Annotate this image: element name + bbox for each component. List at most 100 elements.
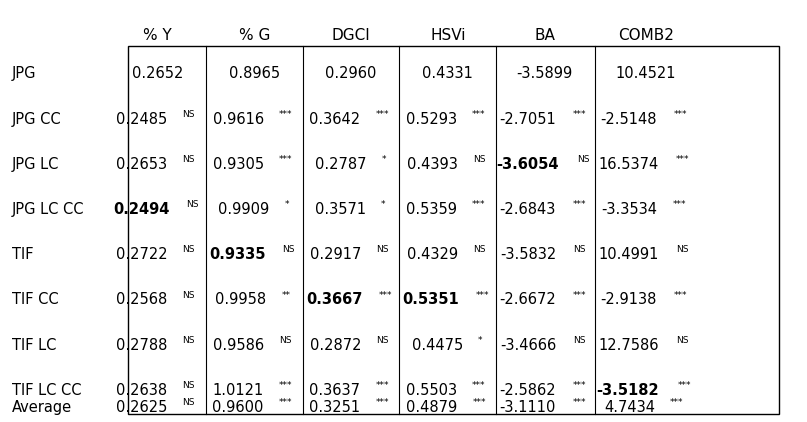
Text: ***: ***	[278, 155, 292, 164]
Text: ***: ***	[375, 110, 389, 119]
Text: 0.2788: 0.2788	[116, 338, 168, 353]
Text: 0.9335: 0.9335	[210, 247, 266, 262]
Text: 16.5374: 16.5374	[598, 157, 659, 172]
Text: 0.9586: 0.9586	[213, 338, 264, 353]
Text: 0.3642: 0.3642	[309, 111, 361, 127]
Text: ***: ***	[472, 200, 486, 209]
Text: 0.2625: 0.2625	[116, 400, 168, 415]
Text: NS: NS	[279, 336, 291, 345]
Text: 0.4879: 0.4879	[406, 400, 458, 415]
Text: -3.5182: -3.5182	[596, 383, 659, 398]
Text: 0.5293: 0.5293	[406, 111, 458, 127]
Text: % Y: % Y	[143, 28, 172, 43]
Text: ***: ***	[278, 381, 292, 390]
Text: 0.2494: 0.2494	[113, 202, 169, 217]
Text: -3.4666: -3.4666	[500, 338, 557, 353]
Text: **: **	[282, 290, 291, 300]
Text: 0.4331: 0.4331	[422, 66, 474, 81]
Text: 0.9958: 0.9958	[215, 292, 266, 307]
Text: ***: ***	[278, 398, 292, 407]
Text: 0.9909: 0.9909	[218, 202, 270, 217]
Text: *: *	[284, 200, 289, 209]
Text: JPG CC: JPG CC	[12, 111, 61, 127]
Text: NS: NS	[182, 398, 195, 407]
Text: -2.6672: -2.6672	[500, 292, 556, 307]
Text: ***: ***	[675, 155, 689, 164]
Text: BA: BA	[534, 28, 555, 43]
Text: 10.4521: 10.4521	[616, 66, 675, 81]
Text: 12.7586: 12.7586	[599, 338, 659, 353]
Text: NS: NS	[676, 336, 689, 345]
Text: 0.2653: 0.2653	[116, 157, 167, 172]
Text: JPG LC: JPG LC	[12, 157, 60, 172]
Text: 0.2568: 0.2568	[116, 292, 168, 307]
Text: 0.3637: 0.3637	[309, 383, 361, 398]
Text: ***: ***	[472, 110, 486, 119]
Text: 0.2872: 0.2872	[310, 338, 362, 353]
Text: NS: NS	[573, 336, 585, 345]
Text: ***: ***	[472, 398, 486, 407]
Text: NS: NS	[282, 245, 295, 254]
Text: ***: ***	[573, 290, 586, 300]
Text: TIF LC: TIF LC	[12, 338, 56, 353]
Text: DGCI: DGCI	[332, 28, 370, 43]
Text: 0.9600: 0.9600	[212, 400, 264, 415]
Text: NS: NS	[182, 336, 195, 345]
Text: COMB2: COMB2	[617, 28, 674, 43]
Text: ***: ***	[375, 381, 389, 390]
Text: NS: NS	[473, 245, 485, 254]
Text: *: *	[382, 155, 386, 164]
Text: 4.7434: 4.7434	[604, 400, 655, 415]
Text: *: *	[381, 200, 386, 209]
Text: ***: ***	[677, 381, 691, 390]
Text: -2.7051: -2.7051	[500, 111, 556, 127]
Text: 0.3667: 0.3667	[306, 292, 362, 307]
Text: Average: Average	[12, 400, 73, 415]
Text: 0.2722: 0.2722	[116, 247, 168, 262]
Text: NS: NS	[573, 245, 585, 254]
Text: JPG: JPG	[12, 66, 36, 81]
Text: NS: NS	[473, 155, 485, 164]
Text: NS: NS	[182, 381, 194, 390]
Text: 10.4991: 10.4991	[599, 247, 659, 262]
Text: ***: ***	[572, 398, 586, 407]
Text: 0.2917: 0.2917	[310, 247, 362, 262]
Text: 0.8965: 0.8965	[228, 66, 280, 81]
Text: 0.5359: 0.5359	[406, 202, 458, 217]
Text: 0.3251: 0.3251	[309, 400, 361, 415]
Text: 0.5351: 0.5351	[403, 292, 459, 307]
Text: JPG LC CC: JPG LC CC	[12, 202, 85, 217]
Text: ***: ***	[573, 110, 586, 119]
Text: -3.5832: -3.5832	[500, 247, 557, 262]
Text: 0.4393: 0.4393	[407, 157, 458, 172]
Text: -2.6843: -2.6843	[500, 202, 556, 217]
Text: NS: NS	[182, 110, 194, 119]
Text: 0.2787: 0.2787	[315, 157, 366, 172]
Text: 0.9305: 0.9305	[212, 157, 264, 172]
Text: % G: % G	[239, 28, 270, 43]
Text: -2.5862: -2.5862	[500, 383, 556, 398]
Text: -3.6054: -3.6054	[496, 157, 558, 172]
Text: NS: NS	[186, 200, 199, 209]
Text: NS: NS	[182, 245, 195, 254]
Text: ***: ***	[673, 110, 687, 119]
Text: 0.4475: 0.4475	[412, 338, 463, 353]
Text: -3.5899: -3.5899	[516, 66, 573, 81]
Text: ***: ***	[375, 398, 389, 407]
Text: 0.4329: 0.4329	[407, 247, 458, 262]
Text: ***: ***	[572, 381, 586, 390]
Text: NS: NS	[182, 155, 194, 164]
Text: ***: ***	[673, 200, 687, 209]
Text: 0.3571: 0.3571	[316, 202, 366, 217]
Text: 0.2652: 0.2652	[132, 66, 183, 81]
Text: ***: ***	[278, 110, 292, 119]
Text: 0.2960: 0.2960	[325, 66, 377, 81]
Text: 1.0121: 1.0121	[212, 383, 264, 398]
Text: *: *	[478, 336, 483, 345]
Text: ***: ***	[476, 290, 489, 300]
Text: -2.9138: -2.9138	[600, 292, 657, 307]
Text: NS: NS	[376, 245, 389, 254]
Text: 0.2485: 0.2485	[116, 111, 168, 127]
Text: ***: ***	[673, 290, 687, 300]
Text: 0.9616: 0.9616	[212, 111, 264, 127]
